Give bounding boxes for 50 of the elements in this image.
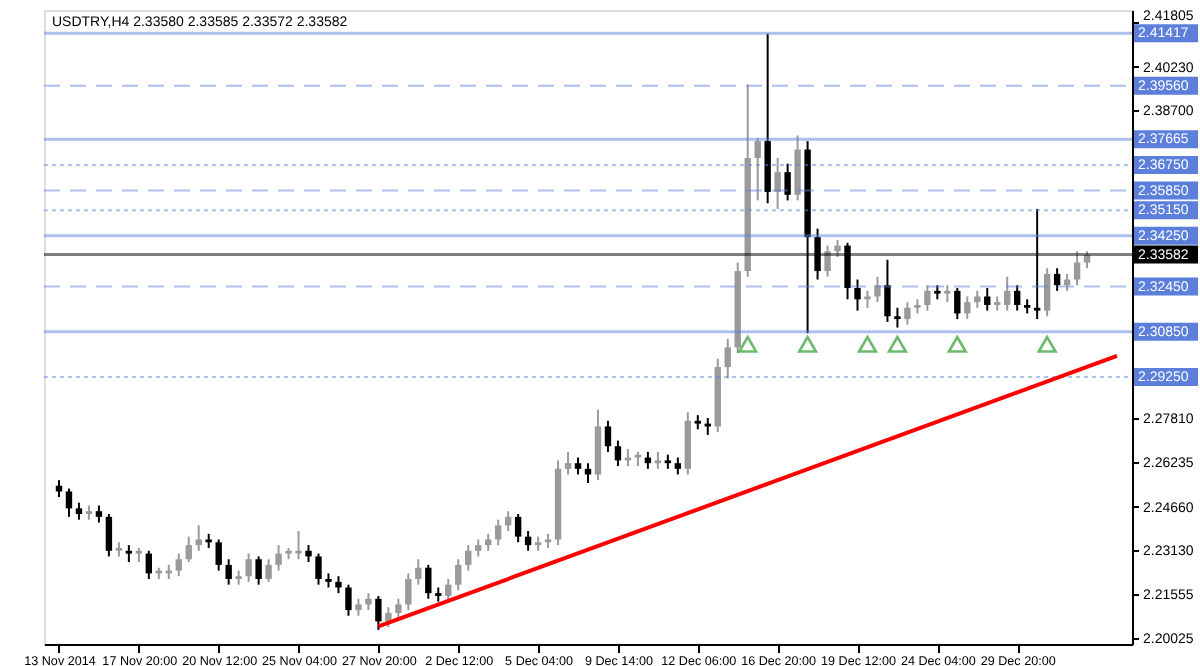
candlestick: [854, 278, 861, 312]
candlestick: [494, 518, 502, 547]
candlestick: [924, 284, 931, 312]
candlestick: [215, 538, 222, 572]
candlestick: [904, 301, 911, 326]
candlestick: [275, 544, 282, 572]
candlestick: [1043, 267, 1051, 318]
candlestick: [195, 524, 202, 552]
candlestick: [1014, 284, 1021, 312]
candlestick: [1073, 250, 1081, 287]
candlestick: [345, 583, 352, 617]
candlestick: [255, 555, 262, 586]
candlestick: [425, 563, 432, 600]
candlestick: [245, 552, 252, 583]
candlestick: [874, 275, 881, 304]
candlestick: [794, 134, 801, 202]
candlestick: [1033, 207, 1041, 321]
candlestick: [455, 558, 462, 592]
candlestick: [564, 450, 572, 476]
candlestick: [1004, 275, 1011, 312]
candlestick: [844, 241, 851, 301]
candlestick: [405, 572, 412, 612]
candlestick: [604, 419, 612, 453]
candlestick: [65, 487, 73, 518]
candlestick: [964, 295, 971, 321]
candlestick: [754, 137, 761, 202]
candlestick: [415, 558, 422, 586]
candlestick: [265, 558, 272, 583]
candlestick: [724, 337, 731, 380]
candlestick: [105, 513, 113, 558]
candlestick: [465, 544, 472, 572]
candlestick: [1053, 267, 1061, 292]
candlestick: [884, 258, 891, 323]
candlestick: [954, 287, 961, 321]
candlestick: [185, 535, 192, 564]
candlestick: [614, 439, 622, 468]
candlestick: [175, 552, 182, 578]
candlestick: [145, 549, 153, 581]
candlestick: [774, 157, 781, 210]
candlestick: [824, 244, 831, 278]
candlestick: [225, 558, 232, 586]
candlestick: [395, 597, 402, 620]
candlestick: [315, 552, 322, 586]
candlestick: [814, 227, 821, 281]
candlestick: [445, 578, 452, 603]
candlestick: [984, 287, 991, 312]
candlestick: [514, 513, 522, 544]
candlestick: [894, 306, 901, 329]
candlestick: [784, 162, 791, 202]
candlestick: [375, 594, 382, 631]
